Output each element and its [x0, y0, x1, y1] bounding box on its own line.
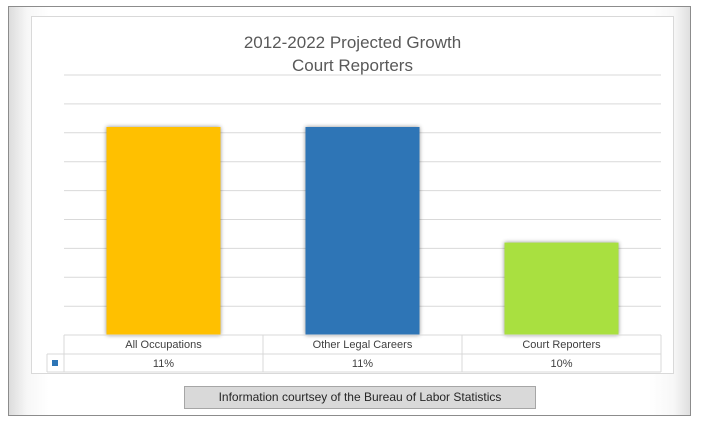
- bar-other-legal-careers: [305, 127, 420, 335]
- bar-all-occupations: [106, 127, 221, 335]
- value-label: 10%: [550, 358, 572, 370]
- category-label: Other Legal Careers: [313, 339, 413, 351]
- value-label: 11%: [153, 358, 174, 370]
- bar-court-reporters: [504, 242, 619, 335]
- category-label: Court Reporters: [522, 339, 601, 351]
- source-caption: Information courtsey of the Bureau of La…: [184, 386, 536, 409]
- chart-title: 2012-2022 Projected Growth: [243, 33, 462, 52]
- category-label: All Occupations: [125, 339, 202, 351]
- value-label: 11%: [352, 358, 373, 370]
- chart-subtitle: Court Reporters: [292, 56, 413, 75]
- legend-key: [52, 360, 58, 366]
